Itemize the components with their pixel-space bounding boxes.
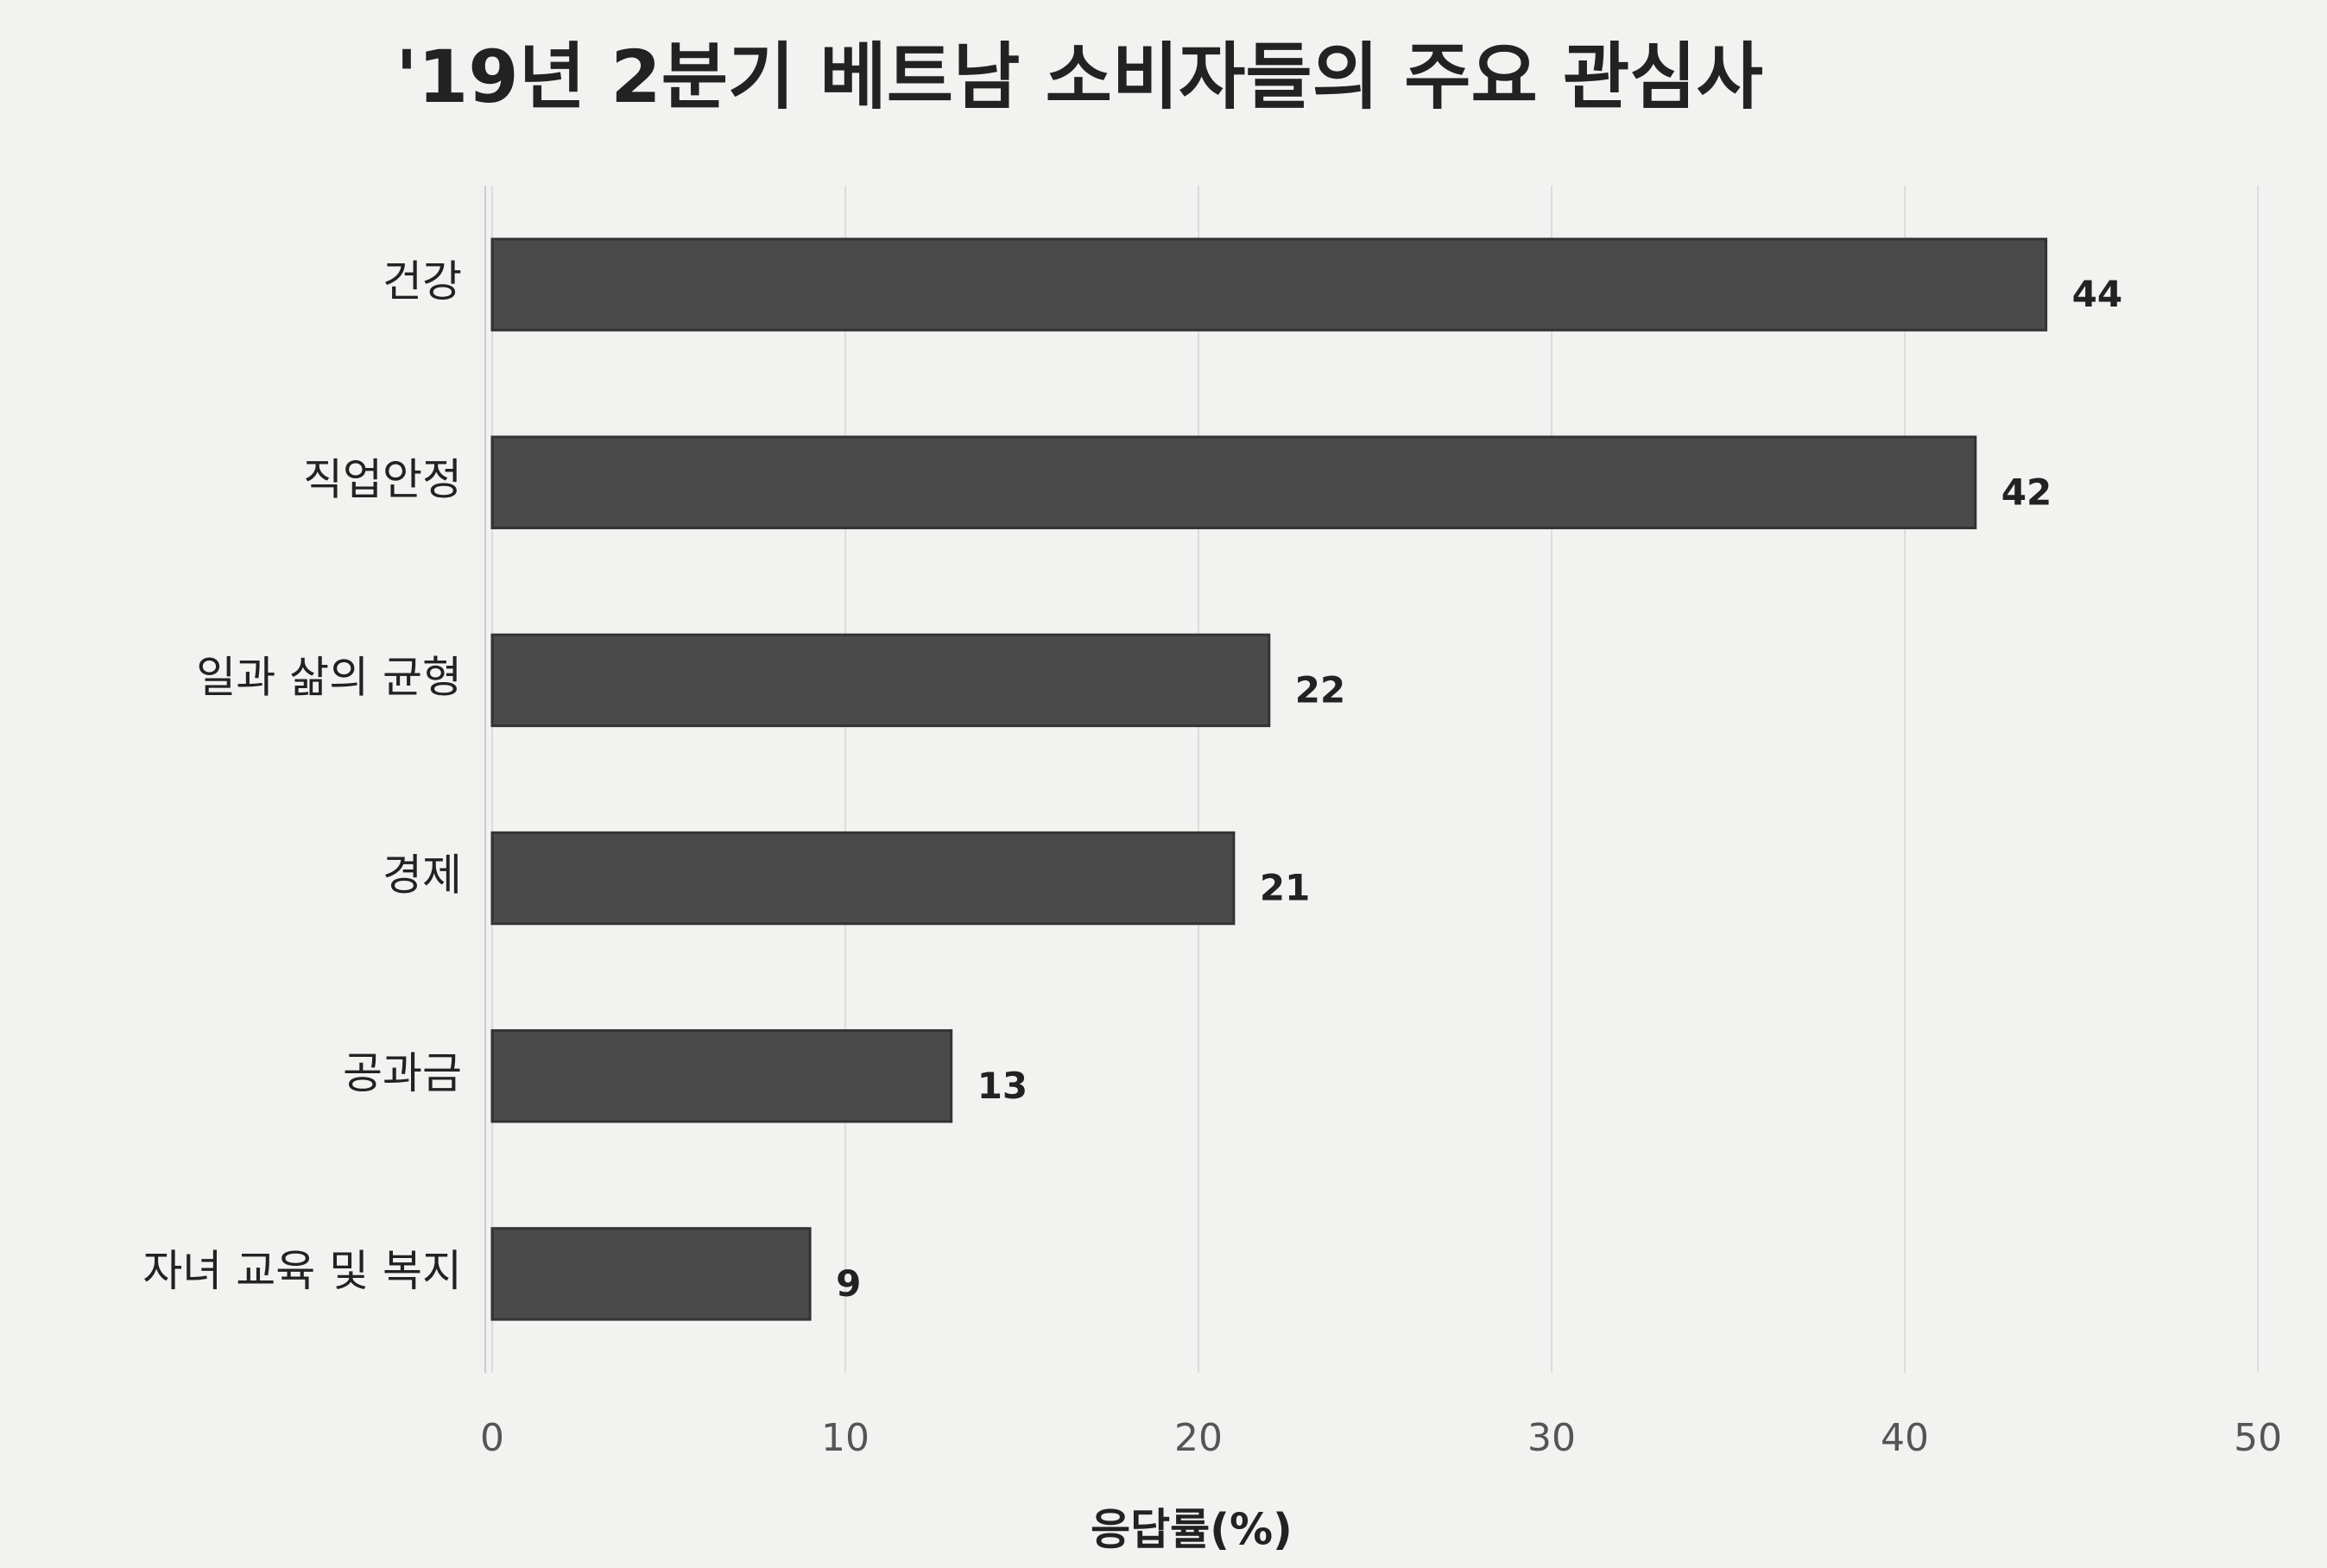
value-label: 22	[1295, 668, 1345, 711]
bar	[490, 435, 1977, 529]
x-tick-label: 0	[480, 1416, 504, 1460]
bar	[490, 831, 1236, 926]
chart-title: '19년 2분기 베트남 소비자들의 주요 관심사	[395, 35, 1763, 119]
x-tick-label: 50	[2234, 1416, 2282, 1460]
y-tick-label: 경제	[383, 850, 462, 901]
value-label: 13	[977, 1065, 1028, 1107]
y-tick-label: 자녀 교육 및 복지	[142, 1246, 462, 1296]
bar	[490, 237, 2048, 332]
x-tick-label: 20	[1174, 1416, 1223, 1460]
value-label: 44	[2072, 273, 2122, 315]
bar	[490, 1227, 812, 1321]
x-axis-label: 응답률(%)	[1091, 1505, 1293, 1555]
y-tick-label: 일과 삶의 균형	[196, 652, 462, 702]
bar	[490, 1029, 953, 1123]
x-tick-label: 40	[1881, 1416, 1929, 1460]
y-tick-label: 건강	[383, 256, 462, 307]
value-label: 21	[1260, 867, 1310, 909]
value-label: 42	[2001, 471, 2052, 513]
x-tick-label: 30	[1527, 1416, 1576, 1460]
value-label: 9	[836, 1262, 861, 1305]
y-tick-label: 직업안정	[303, 454, 462, 504]
y-tick-label: 공과금	[343, 1048, 462, 1098]
bar	[490, 633, 1271, 728]
x-tick-label: 10	[821, 1416, 869, 1460]
